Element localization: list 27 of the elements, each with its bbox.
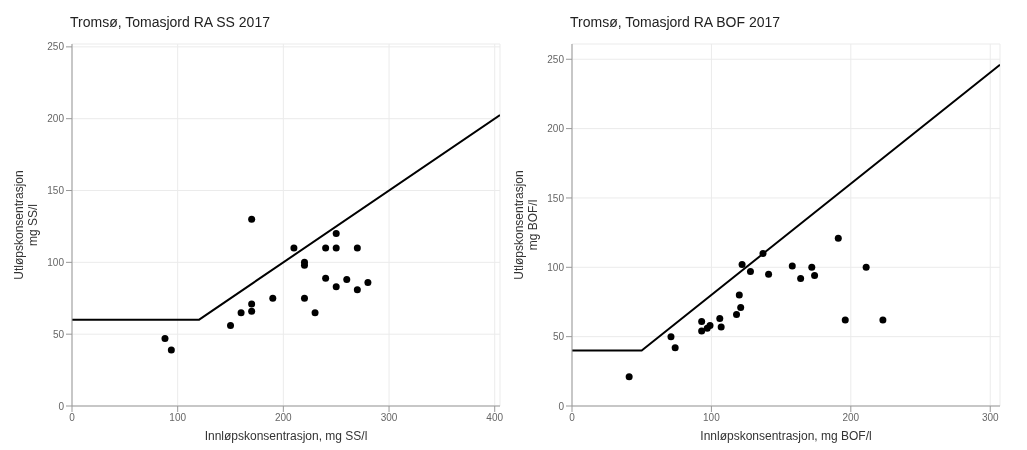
y-tick-label: 200 [47, 113, 65, 125]
y-tick-label: 250 [47, 41, 65, 53]
y-tick-label: 150 [547, 192, 565, 204]
x-tick-label: 100 [169, 412, 187, 424]
x-tick-label: 300 [380, 412, 398, 424]
y-tick-label: 100 [547, 261, 565, 273]
chart-title: Tromsø, Tomasjord RA SS 2017 [70, 14, 270, 30]
x-tick-label: 100 [703, 412, 721, 424]
y-tick-label: 250 [547, 53, 565, 65]
y-tick-label: 50 [552, 331, 565, 343]
y-tick-label: 200 [547, 123, 565, 135]
y-tick-label: 150 [47, 185, 65, 197]
y-tick-label: 50 [52, 328, 65, 340]
x-tick-label: 0 [69, 412, 76, 424]
y-tick-label: 0 [558, 400, 565, 412]
chart-title: Tromsø, Tomasjord RA BOF 2017 [570, 14, 781, 30]
x-tick-label: 400 [486, 412, 504, 424]
y-axis-title: Utløpskonsentrasjon mg BOF/l [512, 170, 540, 280]
x-tick-label: 0 [569, 412, 576, 424]
x-axis-title: Innløpskonsentrasjon, mg BOF/l [700, 429, 872, 443]
x-tick-label: 300 [981, 412, 1000, 424]
x-tick-label: 200 [842, 412, 860, 424]
x-axis-title: Innløpskonsentrasjon, mg SS/l [204, 429, 368, 443]
x-tick-label: 200 [275, 412, 293, 424]
y-axis-title: Utløpskonsentrasjon mg SS/l [12, 170, 40, 280]
y-tick-label: 100 [47, 256, 65, 268]
y-tick-label: 0 [58, 400, 65, 412]
